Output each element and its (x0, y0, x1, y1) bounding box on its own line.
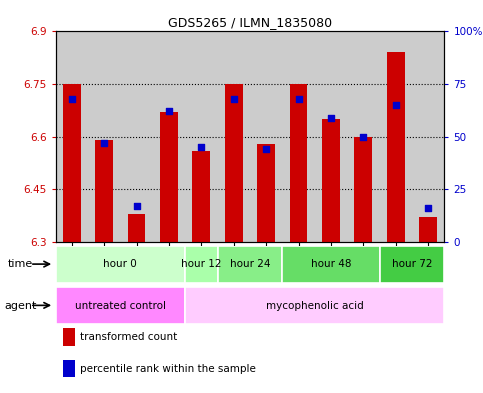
Bar (419, 217, 437, 242)
Point (198, 144, 205, 150)
Bar (56, 31, 88, 242)
Bar (347, 31, 380, 242)
Bar (283, 31, 315, 242)
Bar (160, 112, 178, 242)
Point (392, 102, 399, 108)
Bar (185, 287, 444, 324)
Title: GDS5265 / ILMN_1835080: GDS5265 / ILMN_1835080 (168, 16, 332, 29)
Text: hour 72: hour 72 (392, 259, 432, 269)
Bar (412, 31, 444, 242)
Text: hour 12: hour 12 (181, 259, 222, 269)
Bar (56, 246, 185, 283)
Bar (153, 31, 185, 242)
Bar (380, 31, 412, 242)
Point (230, 95, 238, 102)
Text: hour 48: hour 48 (311, 259, 351, 269)
Bar (128, 214, 145, 242)
Bar (380, 246, 444, 283)
Bar (315, 31, 347, 242)
Bar (63, 84, 81, 242)
Point (133, 203, 141, 209)
Point (68, 95, 76, 102)
Text: percentile rank within the sample: percentile rank within the sample (80, 364, 256, 374)
Point (295, 95, 302, 102)
Bar (56, 287, 185, 324)
Point (262, 146, 270, 152)
Text: hour 24: hour 24 (230, 259, 270, 269)
Text: hour 0: hour 0 (103, 259, 137, 269)
Bar (217, 31, 250, 242)
Bar (283, 246, 380, 283)
Bar (88, 31, 120, 242)
Bar (217, 246, 283, 283)
Bar (185, 31, 217, 242)
Bar (290, 84, 308, 242)
Bar (322, 119, 340, 242)
Text: agent: agent (5, 301, 37, 311)
Text: transformed count: transformed count (80, 332, 177, 342)
Text: mycophenolic acid: mycophenolic acid (266, 301, 364, 310)
Point (100, 140, 108, 146)
Text: untreated control: untreated control (75, 301, 166, 310)
Point (359, 134, 367, 140)
Bar (250, 31, 283, 242)
Bar (355, 137, 372, 242)
Point (327, 114, 335, 121)
Bar (257, 143, 275, 242)
Bar (225, 84, 242, 242)
Bar (120, 31, 153, 242)
Text: time: time (7, 259, 32, 270)
Bar (95, 140, 113, 242)
Bar (387, 53, 405, 242)
Bar (185, 246, 217, 283)
Point (424, 205, 432, 211)
Bar (192, 151, 210, 242)
Point (165, 108, 173, 114)
